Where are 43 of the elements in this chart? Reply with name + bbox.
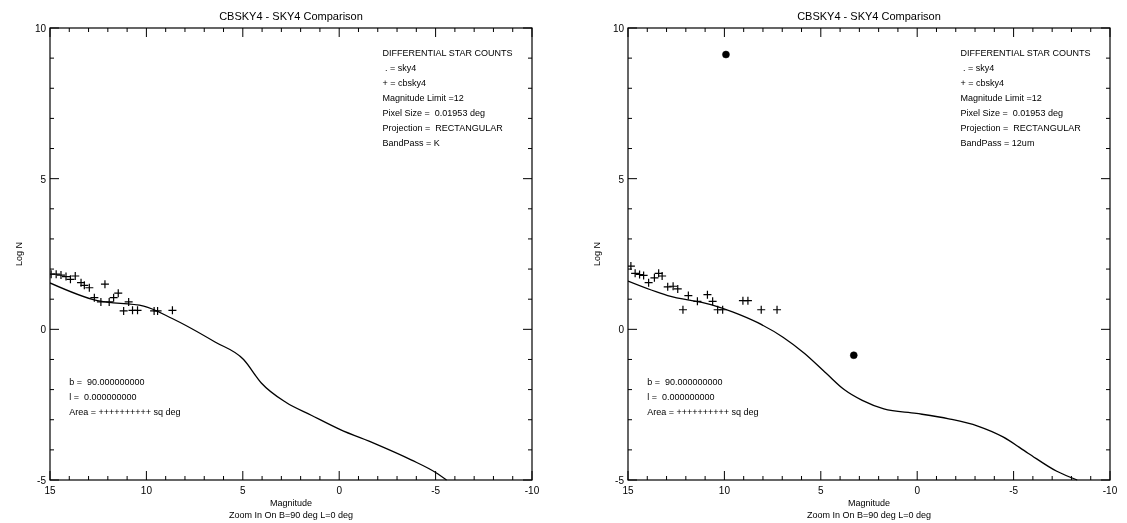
point bbox=[152, 306, 163, 316]
annotation: DIFFERENTIAL STAR COUNTS . = sky4 + = cbsky4 Magnitude Limit =12 Pixel Size = 0.01953 deg Projection = RECTANGULAR BandPass = 12um bbox=[960, 48, 1091, 148]
y-tick-label: -5 bbox=[615, 475, 625, 486]
annotation: b = 90.000000000 l = 0.000000000 Area = ++++++++++ sq deg bbox=[69, 377, 181, 418]
y-tick-label: 5 bbox=[618, 173, 625, 185]
point bbox=[743, 296, 753, 306]
y-tick-label: 10 bbox=[34, 23, 47, 34]
text: Zoom In On B=90 deg L=0 deg bbox=[228, 510, 354, 520]
x-tick-label: 15 bbox=[622, 485, 634, 496]
point bbox=[104, 297, 114, 307]
x-tick-label: 5 bbox=[240, 485, 247, 496]
text: Zoom In On B=90 deg L=0 deg bbox=[806, 510, 932, 520]
y-axis-title: Log N bbox=[592, 241, 602, 267]
point bbox=[628, 261, 636, 271]
x-tick-label: 0 bbox=[336, 485, 343, 496]
y-tick-label: -5 bbox=[37, 475, 47, 486]
point bbox=[124, 297, 134, 307]
point bbox=[100, 279, 110, 289]
point bbox=[772, 305, 782, 315]
x-tick-label: 10 bbox=[140, 485, 153, 496]
x-tick-label: 15 bbox=[44, 485, 56, 496]
annotation: b = 90.000000000 l = 0.000000000 Area = ++++++++++ sq deg bbox=[647, 377, 759, 418]
point bbox=[722, 50, 730, 59]
x-tick-label: 0 bbox=[914, 485, 921, 496]
y-tick-label: 0 bbox=[618, 324, 625, 336]
y-tick-label: 10 bbox=[612, 23, 625, 34]
x-tick-label: -5 bbox=[431, 485, 441, 496]
x-tick-label: -5 bbox=[1009, 485, 1019, 496]
chart-title: CBSKY4 - SKY4 Comparison bbox=[219, 10, 363, 22]
point bbox=[850, 351, 858, 359]
y-axis-title: Log N bbox=[14, 241, 24, 267]
x-tick-label: -10 bbox=[524, 485, 540, 496]
x-tick-label: 10 bbox=[718, 485, 731, 496]
x-tick-label: 5 bbox=[818, 485, 825, 496]
chart-title: CBSKY4 - SKY4 Comparison bbox=[797, 10, 941, 22]
x-axis-title: Magnitude bbox=[269, 498, 313, 508]
point bbox=[678, 305, 688, 315]
x-tick-label: -10 bbox=[1102, 485, 1118, 496]
y-tick-label: 5 bbox=[40, 173, 47, 185]
point bbox=[119, 306, 129, 316]
y-tick-label: 0 bbox=[40, 324, 47, 336]
annotation: DIFFERENTIAL STAR COUNTS . = sky4 + = cbsky4 Magnitude Limit =12 Pixel Size = 0.01953 deg Projection = RECTANGULAR BandPass = K bbox=[382, 48, 513, 148]
x-axis-title: Magnitude bbox=[847, 498, 891, 508]
